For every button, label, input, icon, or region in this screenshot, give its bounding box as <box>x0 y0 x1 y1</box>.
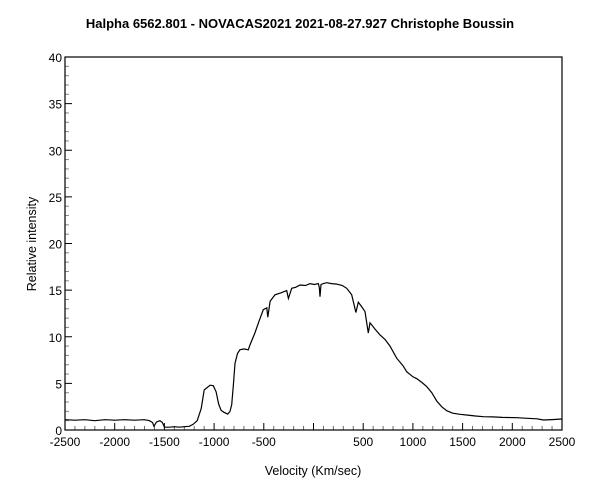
plot-frame <box>64 56 563 431</box>
chart-title: Halpha 6562.801 - NOVACAS2021 2021-08-27… <box>86 16 514 31</box>
x-tick-label: 2500 <box>549 435 576 449</box>
x-tick-label: -1500 <box>149 435 180 449</box>
y-tick-label: 40 <box>49 51 63 65</box>
y-tick-label: 20 <box>49 238 63 252</box>
x-tick-label: -500 <box>252 435 276 449</box>
x-tick-label: 500 <box>353 435 373 449</box>
y-tick-label: 10 <box>49 331 63 345</box>
x-tick-label: 1500 <box>449 435 476 449</box>
series-line <box>64 282 562 428</box>
x-tick-label: -2500 <box>50 435 81 449</box>
y-tick-label: 25 <box>49 191 63 205</box>
y-tick-label: 35 <box>49 98 63 112</box>
x-tick-label: 2000 <box>499 435 526 449</box>
y-tick-labels: 0 5 10 15 20 25 30 35 40 <box>49 51 63 438</box>
y-tick-label: 5 <box>55 377 62 391</box>
x-tick-label: 1000 <box>400 435 427 449</box>
x-tick-labels: -2500 -2000 -1500 -1000 -500 500 1000 1500 2000 2… <box>50 435 576 449</box>
x-tick-label: -2000 <box>99 435 130 449</box>
x-tick-label: -1000 <box>199 435 230 449</box>
y-axis-label: Relative intensity <box>25 196 39 291</box>
y-tick-label: 0 <box>55 424 62 438</box>
ticks-group <box>64 56 563 431</box>
y-tick-label: 15 <box>49 284 63 298</box>
y-tick-label: 30 <box>49 144 63 158</box>
x-axis-label: Velocity (Km/sec) <box>265 464 362 478</box>
